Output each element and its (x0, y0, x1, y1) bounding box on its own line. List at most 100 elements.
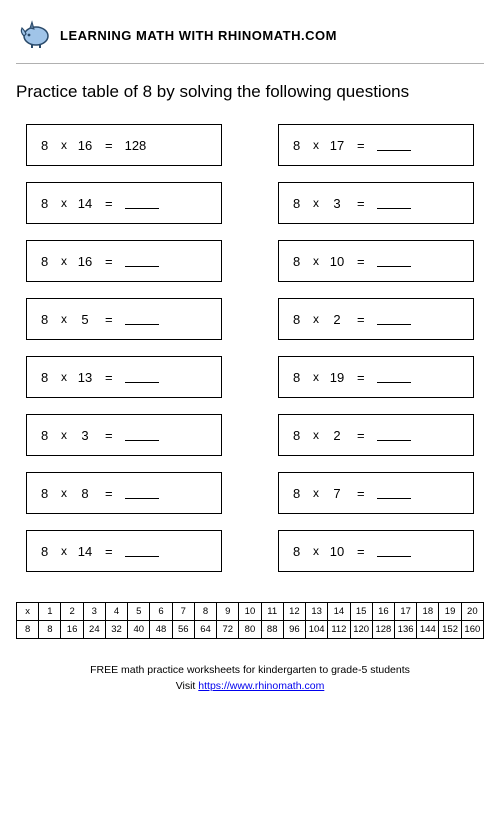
operand-a: 8 (293, 370, 303, 385)
equals-symbol: = (105, 428, 113, 443)
ref-col-header: 20 (461, 603, 483, 621)
ref-col-header: 2 (61, 603, 83, 621)
operand-a: 8 (41, 196, 51, 211)
ref-row-label: 8 (17, 621, 39, 639)
ref-col-header: 15 (350, 603, 372, 621)
ref-cell: 88 (261, 621, 283, 639)
operand-b: 3 (77, 428, 93, 443)
problem-box: 8x5= (26, 298, 222, 340)
times-symbol: x (61, 138, 67, 152)
equals-symbol: = (357, 138, 365, 153)
times-symbol: x (61, 312, 67, 326)
ref-cell: 8 (39, 621, 61, 639)
reference-table: x1234567891011121314151617181920 8816243… (16, 602, 484, 639)
equals-symbol: = (357, 486, 365, 501)
operand-a: 8 (41, 370, 51, 385)
operand-a: 8 (293, 254, 303, 269)
problem-box: 8x 19 = (278, 356, 474, 398)
operand-b: 19 (329, 370, 345, 385)
answer-blank (125, 313, 159, 325)
equals-symbol: = (105, 544, 113, 559)
times-symbol: x (313, 138, 319, 152)
ref-col-header: 7 (172, 603, 194, 621)
ref-col-header: 10 (239, 603, 261, 621)
times-symbol: x (61, 486, 67, 500)
times-symbol: x (313, 428, 319, 442)
answer-blank (125, 487, 159, 499)
equals-symbol: = (105, 254, 113, 269)
operand-a: 8 (41, 544, 51, 559)
operand-b: 3 (329, 196, 345, 211)
operand-b: 17 (329, 138, 345, 153)
ref-cell: 96 (283, 621, 305, 639)
equals-symbol: = (357, 370, 365, 385)
equals-symbol: = (105, 196, 113, 211)
operand-a: 8 (293, 312, 303, 327)
ref-cell: 40 (128, 621, 150, 639)
ref-header-label: x (17, 603, 39, 621)
problem-box: 8x13= (26, 356, 222, 398)
ref-cell: 120 (350, 621, 372, 639)
operand-b: 16 (77, 138, 93, 153)
header-divider (16, 63, 484, 64)
ref-cell: 152 (439, 621, 461, 639)
footer-line2: Visit https://www.rhinomath.com (16, 679, 484, 695)
problem-box: 8x3 = (278, 182, 474, 224)
operand-b: 7 (329, 486, 345, 501)
problem-box: 8x2= (278, 414, 474, 456)
times-symbol: x (313, 486, 319, 500)
ref-cell: 24 (83, 621, 105, 639)
times-symbol: x (61, 370, 67, 384)
operand-a: 8 (41, 312, 51, 327)
footer-link[interactable]: https://www.rhinomath.com (198, 680, 324, 692)
instruction-text: Practice table of 8 by solving the follo… (16, 82, 484, 102)
operand-b: 14 (77, 544, 93, 559)
ref-col-header: 6 (150, 603, 172, 621)
operand-b: 2 (329, 312, 345, 327)
answer-blank (377, 371, 411, 383)
ref-cell: 48 (150, 621, 172, 639)
problem-box: 8x16=128 (26, 124, 222, 166)
answer-blank (377, 545, 411, 557)
ref-cell: 136 (394, 621, 416, 639)
ref-col-header: 16 (372, 603, 394, 621)
ref-cell: 32 (105, 621, 127, 639)
times-symbol: x (313, 312, 319, 326)
answer-blank (125, 429, 159, 441)
ref-col-header: 4 (105, 603, 127, 621)
ref-cell: 112 (328, 621, 350, 639)
ref-cell: 56 (172, 621, 194, 639)
equals-symbol: = (105, 486, 113, 501)
ref-col-header: 1 (39, 603, 61, 621)
operand-b: 5 (77, 312, 93, 327)
times-symbol: x (313, 254, 319, 268)
answer-blank (125, 255, 159, 267)
brand-title: LEARNING MATH WITH RHINOMATH.COM (60, 28, 337, 43)
times-symbol: x (313, 370, 319, 384)
answer-blank (125, 197, 159, 209)
operand-a: 8 (41, 138, 51, 153)
ref-col-header: 18 (417, 603, 439, 621)
equals-symbol: = (357, 196, 365, 211)
ref-cell: 104 (306, 621, 328, 639)
answer-value: 128 (125, 138, 147, 153)
answer-blank (377, 139, 411, 151)
ref-cell: 80 (239, 621, 261, 639)
ref-cell: 72 (217, 621, 239, 639)
operand-b: 10 (329, 254, 345, 269)
ref-col-header: 13 (306, 603, 328, 621)
equals-symbol: = (357, 312, 365, 327)
equals-symbol: = (357, 254, 365, 269)
ref-col-header: 3 (83, 603, 105, 621)
ref-cell: 16 (61, 621, 83, 639)
problem-grid: 8x16=1288x17=8x14=8x3=8x16=8x10=8x5=8x2=… (16, 124, 484, 572)
operand-a: 8 (293, 196, 303, 211)
times-symbol: x (61, 428, 67, 442)
ref-cell: 128 (372, 621, 394, 639)
times-symbol: x (313, 196, 319, 210)
times-symbol: x (61, 196, 67, 210)
rhino-logo-icon (16, 18, 52, 53)
operand-b: 16 (77, 254, 93, 269)
operand-a: 8 (41, 428, 51, 443)
operand-a: 8 (293, 138, 303, 153)
